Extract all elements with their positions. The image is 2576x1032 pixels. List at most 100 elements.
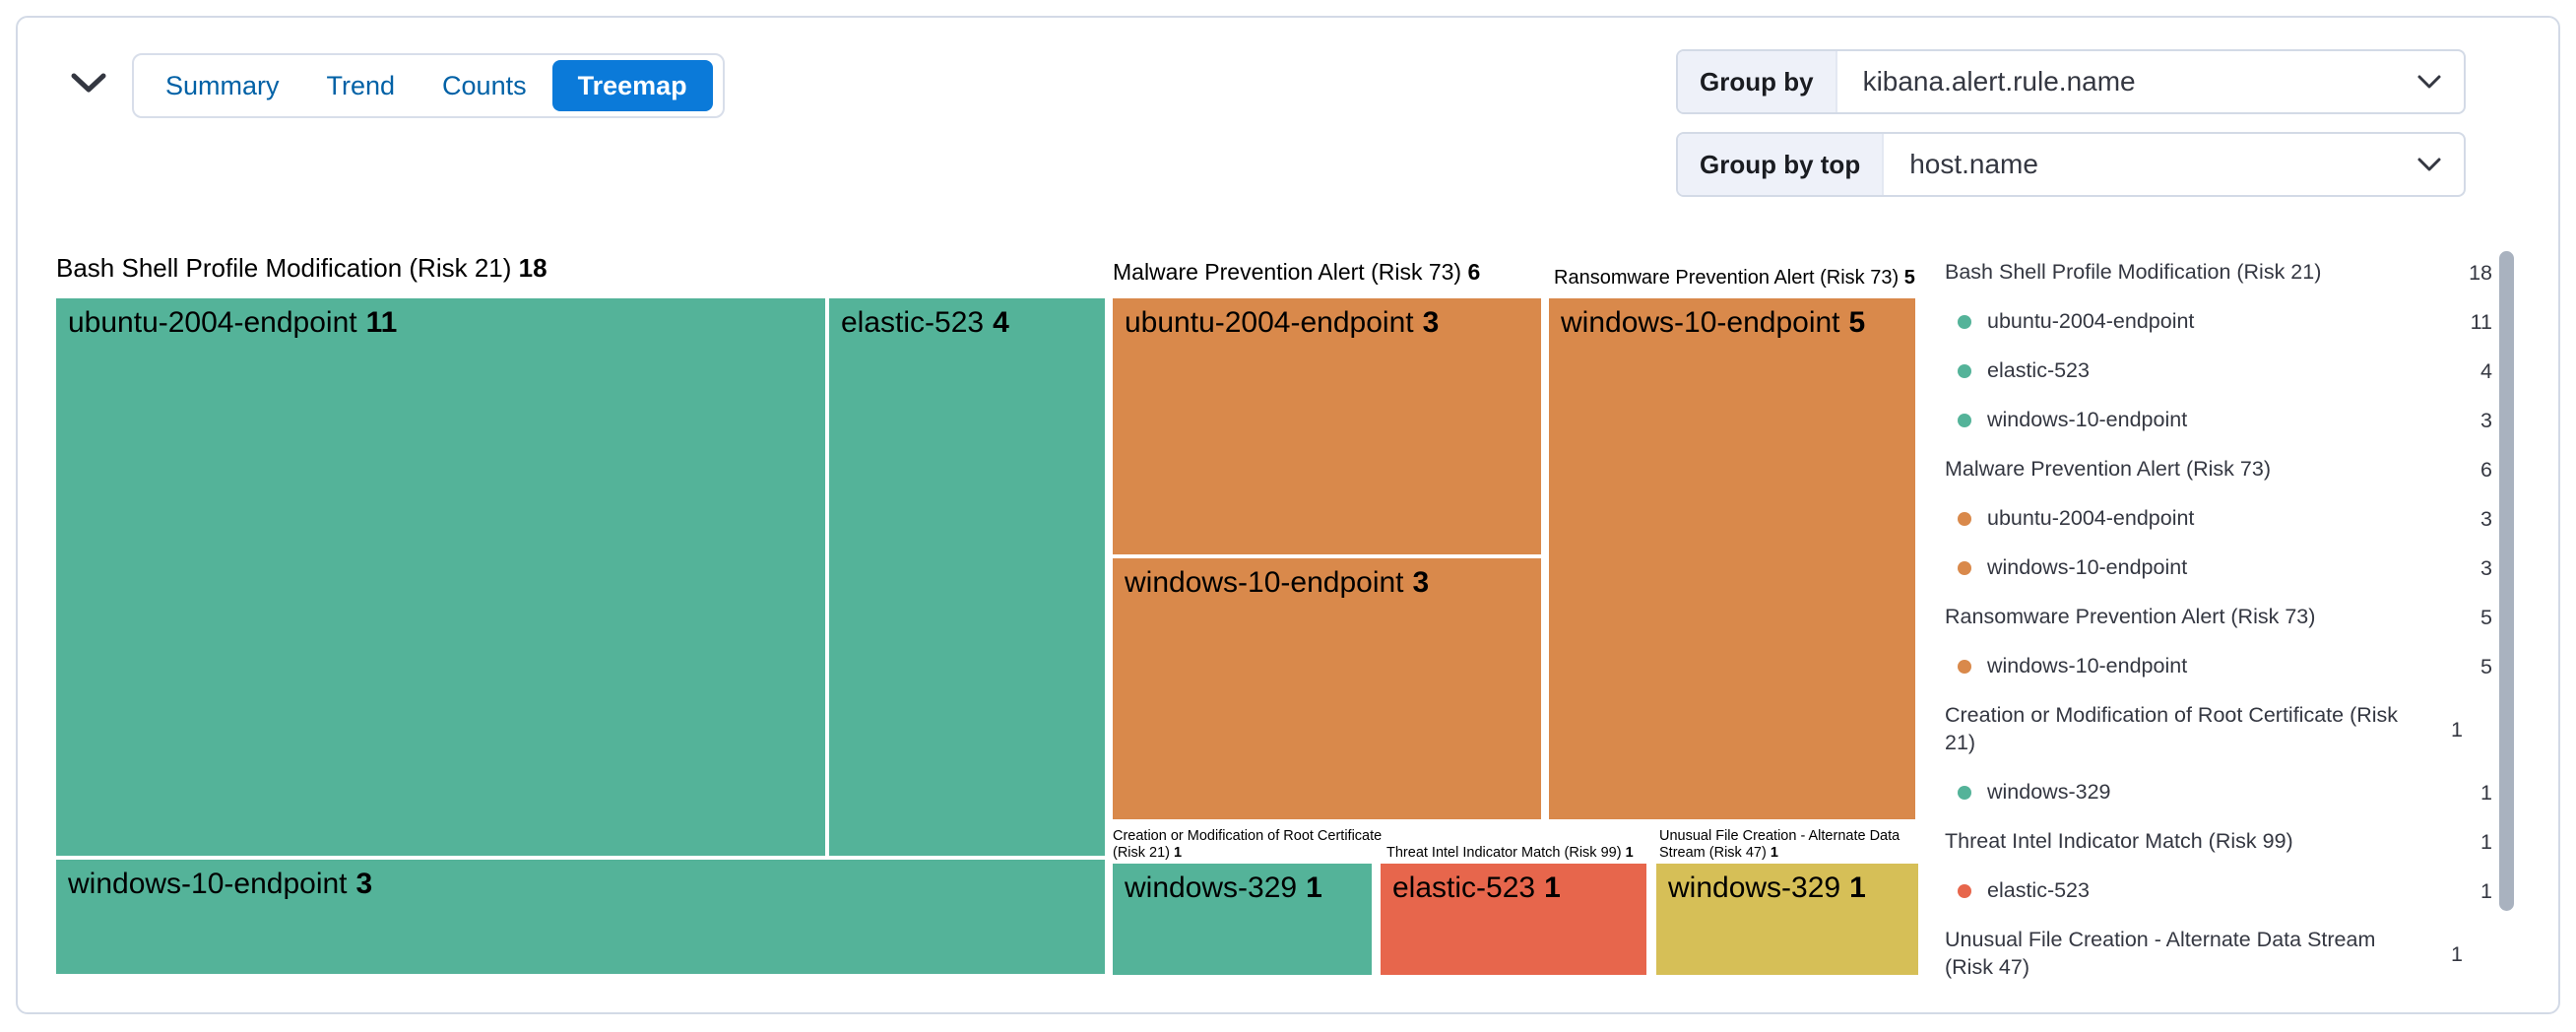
tile-count: 1	[1306, 871, 1322, 904]
tab-counts[interactable]: Counts	[419, 71, 550, 101]
tile-count: 4	[993, 306, 1009, 339]
group-by-top-select[interactable]: host.name	[1909, 149, 2038, 179]
tile-count: 1	[1544, 871, 1561, 904]
legend-group-row[interactable]: Creation or Modification of Root Certifi…	[1945, 691, 2492, 768]
chevron-down-icon	[70, 71, 107, 95]
legend-value: 5	[2480, 654, 2492, 678]
group-by-top-control: Group by top host.name	[1676, 132, 2466, 197]
tab-treemap[interactable]: Treemap	[551, 60, 713, 111]
treemap-tile[interactable]: ubuntu-2004-endpoint 3	[1113, 298, 1541, 554]
group-title-text: Threat Intel Indicator Match (Risk 99)	[1386, 845, 1622, 861]
legend-label: ubuntu-2004-endpoint	[1987, 309, 2195, 334]
legend-color-dot	[1958, 512, 1971, 526]
group-total: 6	[1467, 259, 1481, 285]
tile-count: 3	[1422, 306, 1440, 339]
legend-item-row[interactable]: ubuntu-2004-endpoint 3	[1945, 494, 2492, 544]
tile-count: 3	[355, 868, 373, 900]
tile-count: 1	[1849, 871, 1866, 904]
chevron-down-icon	[2416, 51, 2464, 112]
view-tab-group: Summary Trend Counts Treemap	[132, 53, 725, 118]
group-title-text: Unusual File Creation - Alternate Data S…	[1659, 828, 1900, 862]
legend-item-row[interactable]: windows-10-endpoint 3	[1945, 396, 2492, 445]
group-by-label: Group by	[1678, 51, 1837, 112]
tile-host-name: windows-10-endpoint	[1125, 566, 1404, 599]
legend-label: windows-10-endpoint	[1987, 555, 2188, 580]
legend-label: Creation or Modification of Root Certifi…	[1945, 703, 2399, 754]
legend-label: windows-10-endpoint	[1987, 408, 2188, 432]
legend-value: 1	[2480, 829, 2492, 854]
group-total: 1	[1770, 845, 1778, 862]
treemap-tile[interactable]: windows-10-endpoint 5	[1549, 298, 1915, 819]
group-title-text: Ransomware Prevention Alert (Risk 73)	[1554, 267, 1900, 289]
treemap-group-title: Threat Intel Indicator Match (Risk 99) 1	[1386, 845, 1634, 861]
legend-item-row[interactable]: windows-10-endpoint 3	[1945, 544, 2492, 593]
legend-label: Ransomware Prevention Alert (Risk 73)	[1945, 605, 2316, 629]
legend-value: 6	[2480, 457, 2492, 482]
treemap-tile[interactable]: windows-10-endpoint 3	[56, 860, 1105, 974]
legend-group-row[interactable]: Unusual File Creation - Alternate Data S…	[1945, 916, 2492, 993]
legend-label: windows-10-endpoint	[1987, 654, 2188, 678]
legend-value: 3	[2480, 555, 2492, 580]
legend-color-dot	[1958, 786, 1971, 800]
treemap-tile[interactable]: ubuntu-2004-endpoint 11	[56, 298, 825, 856]
chevron-down-icon	[2416, 134, 2464, 195]
treemap-legend: Bash Shell Profile Modification (Risk 21…	[1945, 248, 2492, 993]
tile-host-name: windows-10-endpoint	[68, 868, 348, 900]
treemap-tile[interactable]: elastic-523 4	[829, 298, 1105, 856]
legend-group-row[interactable]: Malware Prevention Alert (Risk 73) 6	[1945, 445, 2492, 494]
legend-color-dot	[1958, 414, 1971, 427]
legend-scrollbar[interactable]	[2499, 251, 2514, 911]
legend-value: 1	[2451, 941, 2463, 966]
treemap-tile[interactable]: windows-329 1	[1113, 864, 1372, 975]
legend-value: 1	[2480, 780, 2492, 805]
legend-value: 18	[2469, 260, 2492, 285]
legend-color-dot	[1958, 364, 1971, 378]
legend-value: 3	[2480, 408, 2492, 432]
treemap-group-title: Ransomware Prevention Alert (Risk 73) 5	[1554, 267, 1915, 290]
tile-host-name: windows-329	[1668, 871, 1841, 904]
legend-item-row[interactable]: elastic-523 1	[1945, 867, 2492, 916]
legend-item-row[interactable]: ubuntu-2004-endpoint 11	[1945, 297, 2492, 347]
tab-summary[interactable]: Summary	[142, 71, 303, 101]
group-total: 18	[518, 253, 547, 283]
tile-host-name: elastic-523	[1392, 871, 1536, 904]
tile-host-name: ubuntu-2004-endpoint	[1125, 306, 1414, 339]
legend-value: 1	[2451, 717, 2463, 742]
legend-group-row[interactable]: Ransomware Prevention Alert (Risk 73) 5	[1945, 593, 2492, 642]
treemap-group-title: Creation or Modification of Root Certifi…	[1113, 828, 1398, 862]
group-by-select[interactable]: kibana.alert.rule.name	[1862, 66, 2136, 97]
legend-value: 4	[2480, 358, 2492, 383]
treemap-tile[interactable]: windows-329 1	[1656, 864, 1918, 975]
group-total: 5	[1903, 267, 1915, 289]
tile-host-name: elastic-523	[841, 306, 985, 339]
tile-count: 3	[1412, 566, 1430, 599]
collapse-panel-button[interactable]	[63, 61, 114, 104]
group-by-control: Group by kibana.alert.rule.name	[1676, 49, 2466, 114]
tab-trend[interactable]: Trend	[303, 71, 419, 101]
group-title-text: Bash Shell Profile Modification (Risk 21…	[56, 253, 512, 283]
legend-item-row[interactable]: windows-10-endpoint 5	[1945, 642, 2492, 691]
legend-label: Malware Prevention Alert (Risk 73)	[1945, 457, 2271, 482]
legend-group-row[interactable]: Bash Shell Profile Modification (Risk 21…	[1945, 248, 2492, 297]
legend-label: ubuntu-2004-endpoint	[1987, 506, 2195, 531]
treemap-tile[interactable]: windows-10-endpoint 3	[1113, 558, 1541, 819]
legend-value: 11	[2470, 309, 2492, 334]
legend-value: 1	[2480, 878, 2492, 903]
tile-host-name: windows-10-endpoint	[1561, 306, 1840, 339]
legend-group-row[interactable]: Threat Intel Indicator Match (Risk 99) 1	[1945, 817, 2492, 867]
group-by-top-label: Group by top	[1678, 134, 1885, 195]
legend-label: Bash Shell Profile Modification (Risk 21…	[1945, 260, 2322, 285]
legend-color-dot	[1958, 660, 1971, 674]
treemap-tile[interactable]: elastic-523 1	[1381, 864, 1646, 975]
legend-label: Threat Intel Indicator Match (Risk 99)	[1945, 829, 2293, 854]
tile-count: 11	[365, 306, 398, 339]
legend-item-row[interactable]: elastic-523 4	[1945, 347, 2492, 396]
group-total: 1	[1174, 845, 1183, 862]
legend-value: 5	[2480, 605, 2492, 629]
legend-color-dot	[1958, 315, 1971, 329]
legend-item-row[interactable]: windows-329 1	[1945, 768, 2492, 817]
legend-label: elastic-523	[1987, 878, 2090, 903]
group-total: 1	[1625, 845, 1634, 861]
treemap-group-title: Bash Shell Profile Modification (Risk 21…	[56, 253, 547, 284]
